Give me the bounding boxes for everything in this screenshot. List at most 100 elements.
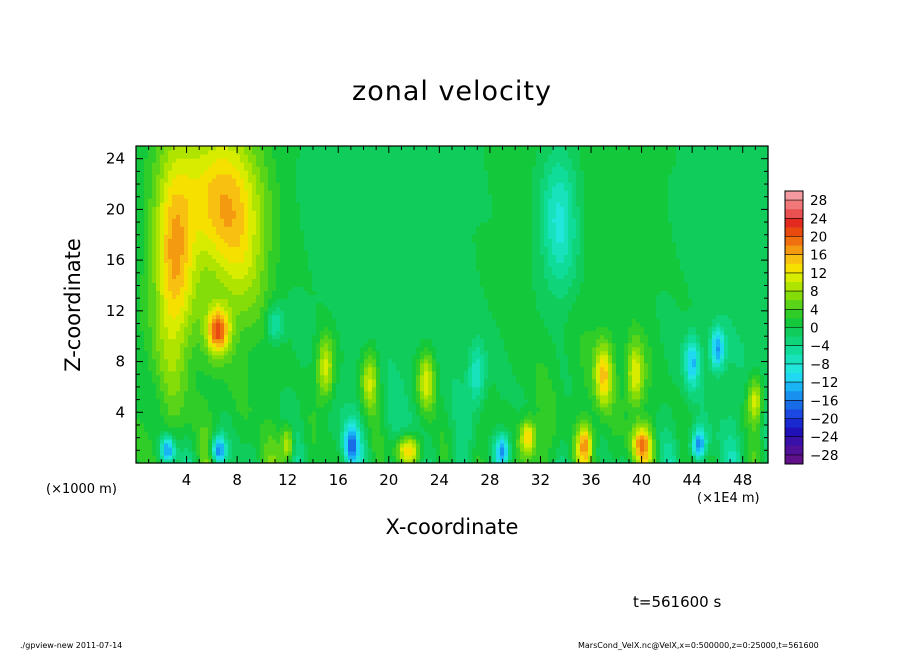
heatmap-cell xyxy=(264,410,269,416)
heatmap-cell xyxy=(328,170,333,175)
heatmap-cell xyxy=(136,338,141,344)
heatmap-cell xyxy=(296,270,301,275)
heatmap-cell xyxy=(140,358,145,364)
heatmap-cell xyxy=(248,170,253,175)
heatmap-cell xyxy=(144,314,149,320)
heatmap-cell xyxy=(148,214,153,219)
heatmap-cell xyxy=(168,286,173,292)
heatmap-cell xyxy=(252,190,257,195)
heatmap-cell xyxy=(192,246,197,251)
heatmap-cell xyxy=(224,358,229,364)
heatmap-cell xyxy=(352,178,357,183)
heatmap-cell xyxy=(140,266,145,271)
heatmap-cell xyxy=(284,422,289,428)
heatmap-cell xyxy=(360,366,365,372)
heatmap-cell xyxy=(240,458,245,464)
heatmap-cell xyxy=(136,222,141,227)
heatmap-cell xyxy=(232,410,237,416)
heatmap-cell xyxy=(260,314,265,320)
heatmap-cell xyxy=(300,358,305,364)
heatmap-cell xyxy=(252,238,257,243)
heatmap-cell xyxy=(288,202,293,207)
heatmap-cell xyxy=(256,350,261,356)
heatmap-cell xyxy=(380,330,385,336)
heatmap-cell xyxy=(164,278,169,284)
heatmap-cell xyxy=(284,394,289,400)
heatmap-cell xyxy=(156,386,161,392)
heatmap-cell xyxy=(344,414,349,420)
heatmap-cell xyxy=(220,154,225,159)
heatmap-cell xyxy=(272,454,277,460)
heatmap-cell xyxy=(384,246,389,251)
heatmap-cell xyxy=(352,318,357,324)
heatmap-cell xyxy=(208,238,213,243)
heatmap-cell xyxy=(348,286,353,292)
heatmap-cell xyxy=(272,210,277,215)
heatmap-cell xyxy=(168,342,173,348)
heatmap-cell xyxy=(180,274,185,280)
heatmap-cell xyxy=(232,438,237,444)
heatmap-cell xyxy=(172,426,177,432)
heatmap-cell xyxy=(316,302,321,308)
heatmap-cell xyxy=(236,342,241,348)
heatmap-cell xyxy=(140,446,145,452)
heatmap-cell xyxy=(256,218,261,223)
heatmap-cell xyxy=(356,378,361,384)
heatmap-cell xyxy=(160,318,165,324)
heatmap-cell xyxy=(316,258,321,263)
heatmap-cell xyxy=(328,242,333,247)
heatmap-cell xyxy=(352,258,357,263)
heatmap-cell xyxy=(356,402,361,408)
heatmap-cell xyxy=(216,438,221,444)
heatmap-cell xyxy=(208,322,213,328)
heatmap-cell xyxy=(344,362,349,368)
heatmap-cell xyxy=(304,274,309,280)
heatmap-cell xyxy=(248,214,253,219)
heatmap-cell xyxy=(264,166,269,171)
heatmap-cell xyxy=(312,146,317,151)
heatmap-cell xyxy=(296,454,301,460)
heatmap-cell xyxy=(176,238,181,243)
heatmap-cell xyxy=(360,318,365,324)
heatmap-cell xyxy=(328,446,333,452)
heatmap-cell xyxy=(192,426,197,432)
heatmap-cell xyxy=(188,446,193,452)
heatmap-cell xyxy=(300,290,305,296)
heatmap-cell xyxy=(316,270,321,275)
heatmap-cell xyxy=(208,158,213,163)
heatmap-cell xyxy=(384,294,389,300)
heatmap-cell xyxy=(324,374,329,380)
heatmap-cell xyxy=(164,454,169,460)
heatmap-cell xyxy=(172,234,177,239)
heatmap-cell xyxy=(352,170,357,175)
heatmap-cell xyxy=(352,366,357,372)
heatmap-cell xyxy=(276,334,281,340)
heatmap-cell xyxy=(372,262,377,267)
heatmap-cell xyxy=(332,198,337,203)
heatmap-cell xyxy=(300,306,305,312)
heatmap-cell xyxy=(244,250,249,255)
heatmap-cell xyxy=(204,174,209,179)
heatmap-cell xyxy=(244,178,249,183)
heatmap-cell xyxy=(208,190,213,195)
heatmap-cell xyxy=(324,342,329,348)
heatmap-cell xyxy=(340,218,345,223)
heatmap-cell xyxy=(252,246,257,251)
heatmap-cell xyxy=(252,458,257,464)
heatmap-cell xyxy=(148,282,153,288)
heatmap-cell xyxy=(288,234,293,239)
heatmap-cell xyxy=(332,402,337,408)
heatmap-cell xyxy=(368,458,373,464)
heatmap-cell xyxy=(308,370,313,376)
heatmap-cell xyxy=(292,386,297,392)
heatmap-cell xyxy=(276,154,281,159)
heatmap-cell xyxy=(336,186,341,191)
heatmap-cell xyxy=(320,194,325,199)
heatmap-cell xyxy=(244,402,249,408)
heatmap-cell xyxy=(192,410,197,416)
heatmap-cell xyxy=(240,362,245,368)
heatmap-cell xyxy=(148,222,153,227)
heatmap-cell xyxy=(168,282,173,288)
heatmap-cell xyxy=(224,366,229,372)
heatmap-cell xyxy=(372,154,377,159)
